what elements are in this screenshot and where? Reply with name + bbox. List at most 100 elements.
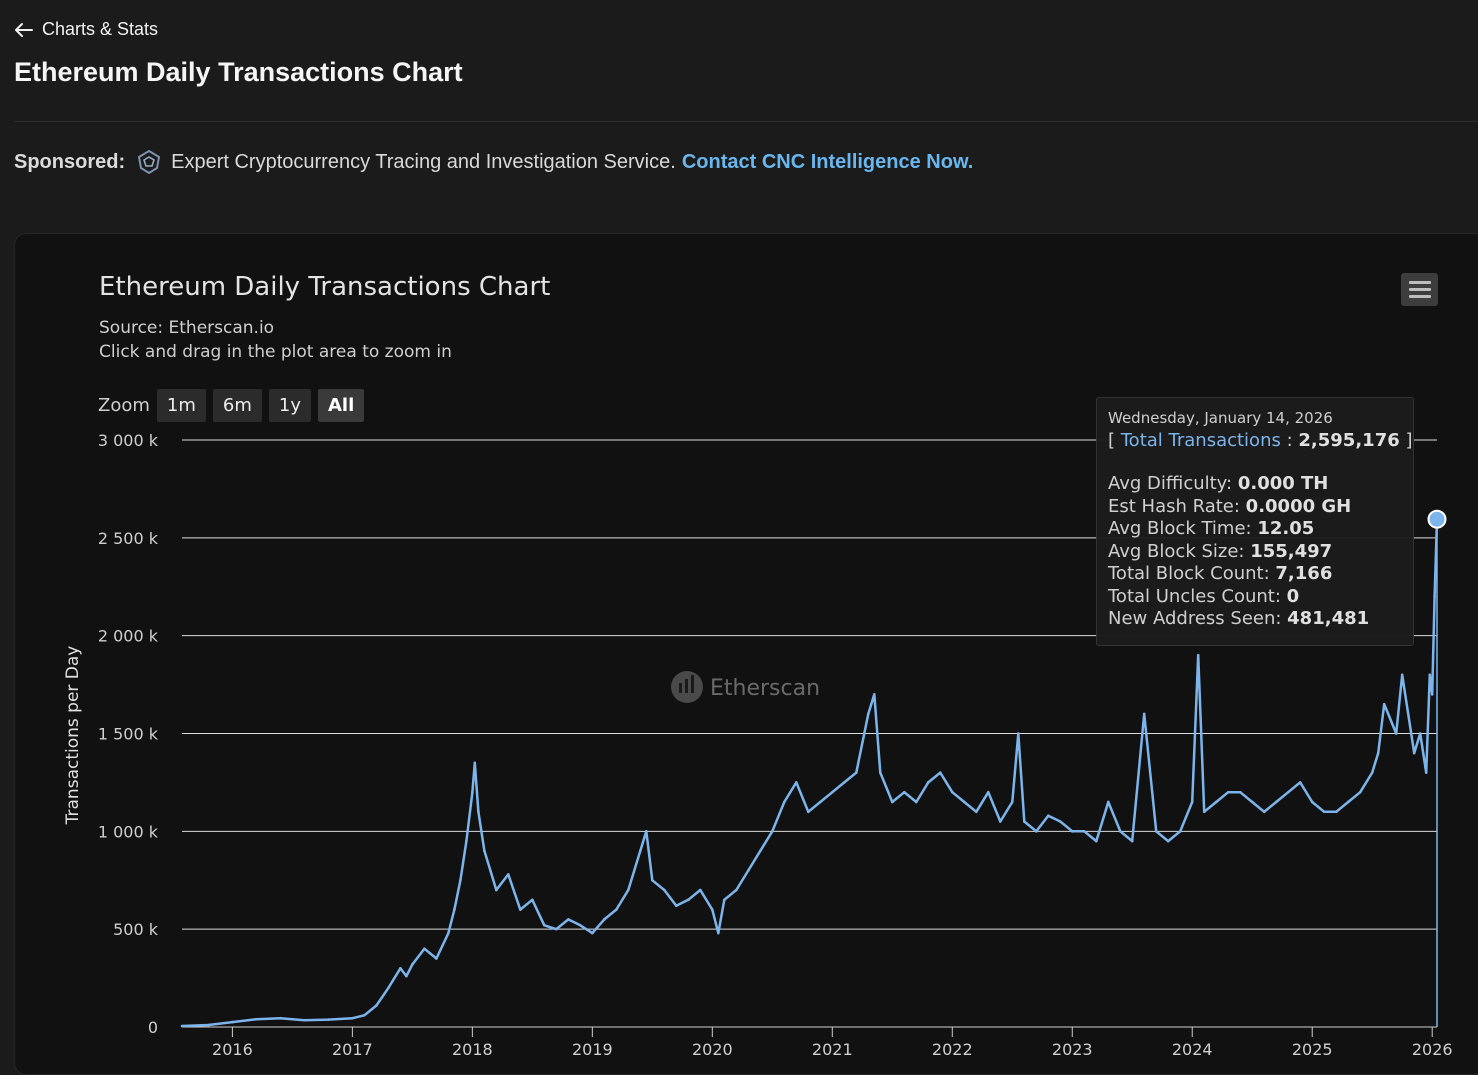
hamburger-icon-bar [1408, 288, 1431, 291]
data-point [1238, 790, 1242, 794]
chart-tooltip: Wednesday, January 14, 2026 [ Total Tran… [1096, 397, 1414, 646]
chart-source: Source: Etherscan.io [99, 318, 275, 338]
data-point [615, 908, 618, 911]
data-point [914, 800, 918, 804]
data-point [180, 1024, 184, 1028]
sponsor-link[interactable]: Contact CNC Intelligence Now. [681, 150, 974, 173]
hamburger-icon [1408, 281, 1431, 284]
x-tick-label: 2025 [1292, 1040, 1333, 1057]
x-tick-label: 2023 [1052, 1040, 1093, 1057]
page-title: Ethereum Daily Transactions Chart [14, 57, 463, 87]
data-point [795, 781, 798, 784]
data-point [387, 986, 390, 990]
x-tick-label: 2026 [1412, 1040, 1453, 1057]
tooltip-row-value: 0 [1286, 585, 1300, 607]
data-point [1196, 653, 1200, 657]
x-tick-label: 2017 [332, 1040, 373, 1057]
tooltip-series-value: 2,595,176 [1298, 430, 1400, 451]
tooltip-row: Total Uncles Count: 0 [1108, 586, 1413, 609]
data-point [1010, 800, 1014, 804]
data-point [645, 830, 648, 833]
data-point [1118, 830, 1122, 833]
data-point [926, 781, 930, 784]
hamburger-icon-bar [1408, 295, 1431, 298]
tooltip-row-value: 12.05 [1257, 518, 1315, 539]
data-point [1154, 830, 1158, 833]
sponsor-banner: Sponsored: Expert Cryptocurrency Tracing… [14, 148, 973, 176]
data-point [717, 931, 720, 935]
zoom-1y-button[interactable]: 1y [268, 389, 311, 422]
tooltip-date: Wednesday, January 14, 2026 [1108, 409, 1333, 427]
data-point [363, 1013, 366, 1017]
data-point [1058, 820, 1062, 823]
tooltip-row: Avg Block Size: 155,497 [1108, 541, 1413, 564]
data-point [519, 908, 522, 911]
data-point [771, 830, 774, 833]
data-point [872, 693, 876, 696]
data-point [1310, 800, 1314, 804]
data-point [543, 923, 546, 927]
data-point [854, 771, 858, 774]
zoom-6m-button[interactable]: 6m [212, 389, 262, 422]
chart-card [14, 233, 1478, 1075]
x-tick-label: 2020 [692, 1040, 733, 1057]
data-point [830, 790, 834, 794]
data-point [938, 771, 942, 774]
tooltip-row-label: Avg Block Time: [1108, 518, 1258, 539]
tooltip-row-label: Total Uncles Count: [1108, 585, 1287, 607]
data-point [1382, 702, 1386, 706]
data-point [465, 839, 468, 843]
data-point [998, 820, 1002, 823]
data-point [1370, 771, 1374, 774]
tooltip-row-value: 155,497 [1250, 540, 1333, 562]
tooltip-row-value: 481,481 [1287, 608, 1370, 629]
data-point [1190, 800, 1194, 804]
zoom-controls: Zoom 1m 6m 1y All [98, 389, 371, 422]
data-point [1142, 712, 1146, 716]
data-point [866, 712, 870, 716]
y-axis-title: Transactions per Day [63, 646, 83, 826]
sponsor-logo-icon [135, 148, 163, 176]
tooltip-row-label: Avg Block Size: [1108, 540, 1251, 562]
data-point [435, 957, 438, 960]
data-point [1394, 732, 1398, 735]
data-point [651, 878, 654, 882]
data-point [818, 800, 822, 804]
data-point [579, 923, 582, 927]
chart-hint: Click and drag in the plot area to zoom … [99, 342, 452, 362]
data-point [1274, 800, 1278, 804]
watermark-text: Etherscan [710, 676, 820, 701]
data-point [555, 927, 558, 931]
data-point [591, 931, 594, 935]
tooltip-row: Est Hash Rate: 0.0000 GH [1108, 496, 1413, 519]
tooltip-row: Avg Difficulty: 0.000 TH [1108, 473, 1413, 496]
data-point [351, 1016, 354, 1020]
y-tick-label: 1 500 k [98, 725, 159, 744]
zoom-1m-button[interactable]: 1m [156, 389, 206, 422]
y-tick-label: 3 000 k [98, 431, 159, 450]
tooltip-row: New Address Seen: 481,481 [1108, 608, 1413, 631]
data-point [411, 963, 414, 966]
x-tick-label: 2016 [212, 1040, 253, 1057]
data-point [507, 873, 510, 876]
data-point [495, 888, 498, 892]
data-point [950, 790, 954, 794]
data-point [1166, 839, 1170, 843]
data-point [1022, 820, 1026, 823]
tooltip-row-label: Est Hash Rate: [1108, 495, 1246, 517]
data-point [405, 974, 408, 978]
data-point [807, 810, 810, 814]
zoom-all-button[interactable]: All [318, 389, 365, 422]
data-point [473, 761, 477, 765]
data-point [1094, 839, 1098, 843]
x-tick-label: 2021 [812, 1040, 853, 1057]
chart-menu-button[interactable] [1401, 273, 1438, 306]
divider [14, 121, 1478, 122]
data-point [1428, 673, 1432, 677]
data-point [1400, 673, 1404, 677]
back-link[interactable]: Charts & Stats [14, 19, 158, 40]
data-point [1346, 800, 1350, 804]
data-point [531, 898, 534, 902]
data-point [489, 869, 492, 872]
